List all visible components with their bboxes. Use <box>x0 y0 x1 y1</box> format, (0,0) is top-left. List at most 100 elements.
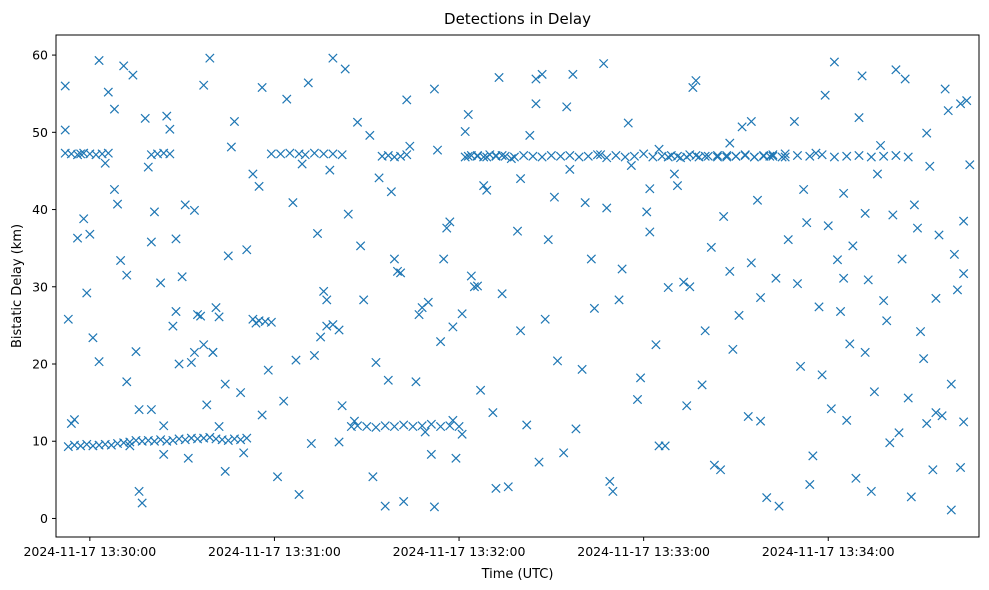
data-point <box>771 273 781 283</box>
data-point <box>315 332 326 342</box>
data-point <box>466 271 476 281</box>
data-point <box>845 339 855 349</box>
data-point <box>534 457 544 467</box>
data-point <box>429 84 440 94</box>
data-point <box>537 152 547 162</box>
data-point <box>94 55 104 66</box>
data-point <box>937 411 947 421</box>
data-point <box>580 197 590 208</box>
data-point <box>159 421 169 431</box>
data-point <box>334 437 344 447</box>
data-point <box>737 122 747 132</box>
data-point <box>389 421 400 432</box>
data-point <box>235 435 246 445</box>
data-point <box>125 437 135 447</box>
data-point <box>349 416 360 426</box>
data-point <box>857 71 867 81</box>
data-point <box>531 99 541 109</box>
data-point <box>72 233 83 243</box>
data-point <box>475 385 486 395</box>
data-point <box>426 449 436 459</box>
data-point <box>691 150 701 161</box>
data-point <box>435 421 446 432</box>
data-point <box>722 152 732 162</box>
data-point <box>423 297 433 307</box>
data-point <box>958 216 969 226</box>
data-point <box>226 142 236 152</box>
data-point <box>688 82 698 93</box>
data-point <box>725 266 735 276</box>
data-point <box>802 218 812 228</box>
data-point <box>399 496 409 507</box>
data-point <box>829 152 840 162</box>
data-point <box>940 84 950 94</box>
data-point <box>122 270 132 280</box>
data-point <box>755 292 766 303</box>
data-point <box>322 295 332 305</box>
data-point <box>866 152 876 162</box>
data-point <box>205 432 215 442</box>
y-tick-label: 60 <box>32 48 48 63</box>
data-point <box>199 340 209 350</box>
data-point <box>759 150 769 161</box>
data-point <box>469 282 480 292</box>
data-point <box>617 264 627 274</box>
data-point <box>799 184 809 195</box>
data-point <box>340 64 350 74</box>
data-point <box>103 87 113 97</box>
data-point <box>75 149 86 159</box>
data-point <box>725 138 735 148</box>
data-point <box>608 486 618 497</box>
y-tick-label: 40 <box>32 202 48 217</box>
data-point <box>72 150 83 160</box>
data-point <box>306 438 316 449</box>
data-point <box>885 438 895 448</box>
data-point <box>832 255 843 265</box>
data-point <box>703 151 713 161</box>
data-point <box>272 472 283 482</box>
data-point <box>106 440 117 450</box>
data-point <box>134 486 144 497</box>
data-point <box>85 229 95 239</box>
data-point <box>189 205 200 215</box>
data-point <box>285 148 295 158</box>
data-point <box>460 152 470 162</box>
data-point <box>63 314 73 324</box>
data-point <box>805 151 815 161</box>
data-point <box>328 53 338 63</box>
data-point <box>63 442 73 452</box>
data-point <box>537 69 547 80</box>
data-point <box>214 312 224 322</box>
data-point <box>432 145 443 155</box>
data-point <box>789 116 800 127</box>
data-point <box>165 149 175 159</box>
data-point <box>417 421 427 431</box>
data-point <box>380 501 390 511</box>
data-point <box>642 207 652 217</box>
data-point <box>146 404 157 415</box>
data-point <box>611 150 621 161</box>
data-point <box>322 321 332 331</box>
data-point <box>602 153 612 163</box>
data-point <box>848 241 858 251</box>
data-point <box>503 482 513 492</box>
data-point <box>220 466 230 476</box>
data-point <box>602 203 612 213</box>
data-point <box>842 415 852 426</box>
data-point <box>918 353 929 364</box>
data-point <box>811 148 821 158</box>
data-point <box>266 149 276 159</box>
data-point <box>605 476 615 487</box>
data-point <box>577 364 587 375</box>
data-point <box>155 435 166 445</box>
data-point <box>648 152 658 162</box>
data-point <box>494 72 504 83</box>
x-tick-label: 2024-11-17 13:31:00 <box>208 544 341 559</box>
data-point <box>740 150 750 160</box>
data-point <box>949 249 960 259</box>
data-point <box>395 268 406 278</box>
data-point <box>309 148 320 158</box>
data-point <box>195 311 206 321</box>
data-point <box>743 411 753 422</box>
data-point <box>712 150 723 161</box>
